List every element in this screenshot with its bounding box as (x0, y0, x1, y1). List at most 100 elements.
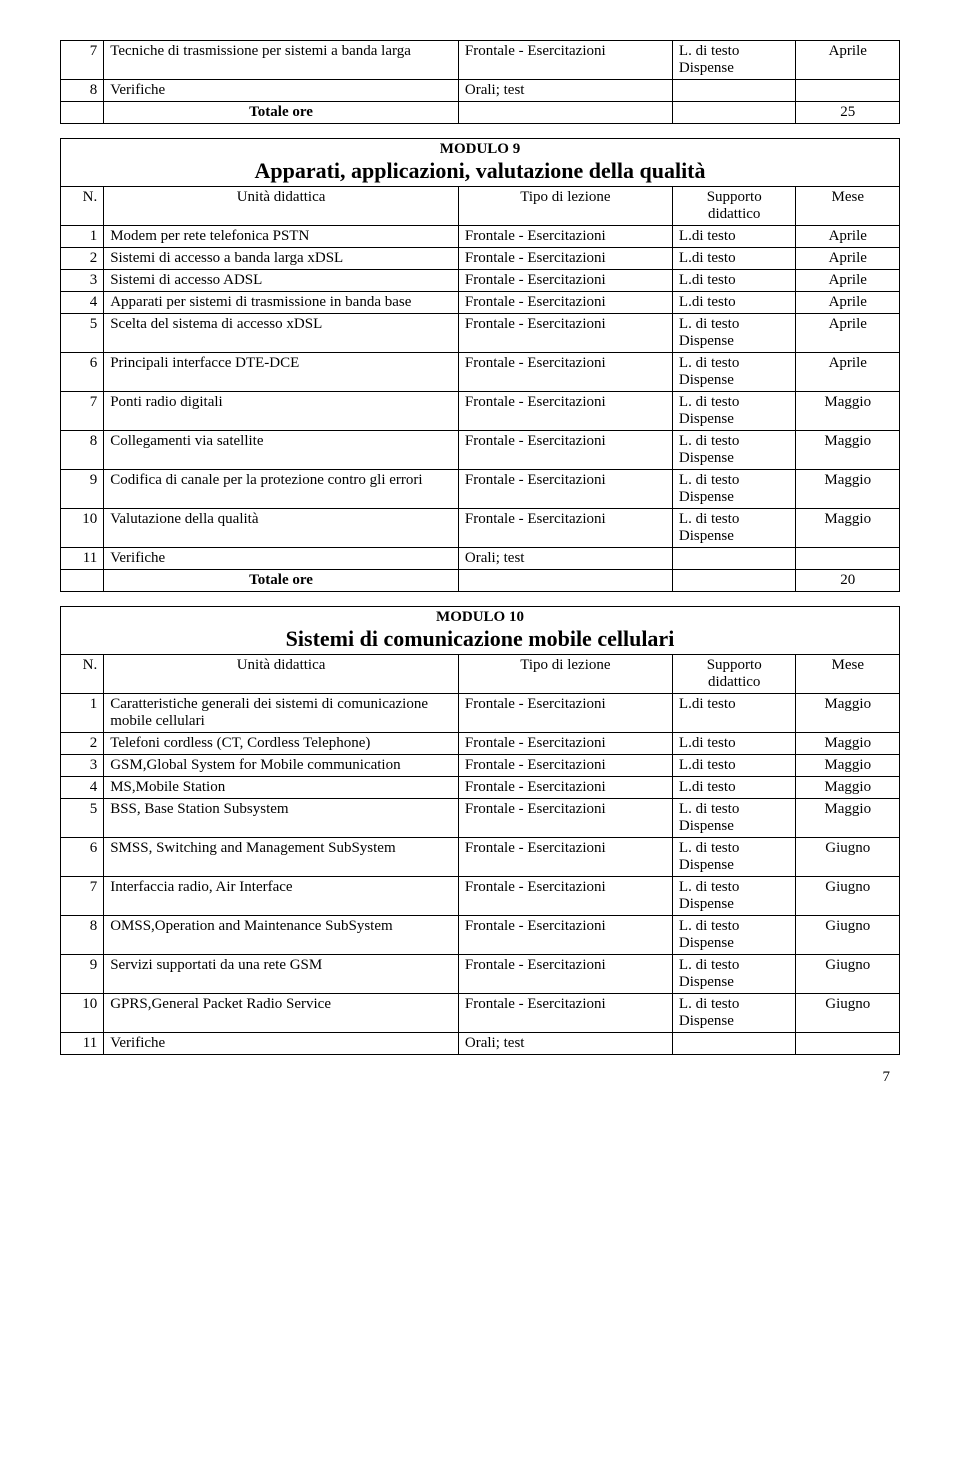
cell-tipo: Orali; test (458, 1033, 672, 1055)
cell-mese: Aprile (796, 314, 900, 353)
cell-n: 1 (61, 226, 104, 248)
col-unita: Unità didattica (104, 187, 459, 226)
cell-n: 5 (61, 799, 104, 838)
cell-supp: L.di testo (672, 248, 796, 270)
cell-mese: Aprile (796, 226, 900, 248)
cell-unit: Sistemi di accesso ADSL (104, 270, 459, 292)
cell-n: 3 (61, 755, 104, 777)
table-row: 4Apparati per sistemi di trasmissione in… (61, 292, 900, 314)
col-n: N. (61, 655, 104, 694)
cell-mese: Maggio (796, 755, 900, 777)
table-row: 11VerificheOrali; test (61, 548, 900, 570)
cell-unit: Verifiche (104, 1033, 459, 1055)
cell-unit: BSS, Base Station Subsystem (104, 799, 459, 838)
cell-mese: Aprile (796, 270, 900, 292)
cell-n: 7 (61, 392, 104, 431)
cell-n: 8 (61, 80, 104, 102)
cell-n: 3 (61, 270, 104, 292)
cell-n: 9 (61, 470, 104, 509)
cell-n: 9 (61, 955, 104, 994)
table-row: 6Principali interfacce DTE-DCEFrontale -… (61, 353, 900, 392)
cell-mese: Giugno (796, 994, 900, 1033)
cell-mese: Maggio (796, 509, 900, 548)
cell-supp: L. di testo Dispense (672, 994, 796, 1033)
col-n: N. (61, 187, 104, 226)
cell-unit: Apparati per sistemi di trasmissione in … (104, 292, 459, 314)
cell-tipo: Frontale - Esercitazioni (458, 838, 672, 877)
cell-supp: L. di testo Dispense (672, 877, 796, 916)
cell-unit: Scelta del sistema di accesso xDSL (104, 314, 459, 353)
cell-tipo: Frontale - Esercitazioni (458, 877, 672, 916)
cell-tipo: Frontale - Esercitazioni (458, 392, 672, 431)
cell-mese: Maggio (796, 777, 900, 799)
cell-tipo: Orali; test (458, 548, 672, 570)
cell-supp: L.di testo (672, 694, 796, 733)
module-header: MODULO 9 Apparati, applicazioni, valutaz… (61, 139, 900, 187)
total-row: Totale ore 25 (61, 102, 900, 124)
cell-supp (672, 80, 796, 102)
cell-unit: OMSS,Operation and Maintenance SubSystem (104, 916, 459, 955)
cell-mese: Giugno (796, 916, 900, 955)
cell-n: 11 (61, 1033, 104, 1055)
table-row: 4MS,Mobile StationFrontale - Esercitazio… (61, 777, 900, 799)
cell-n: 2 (61, 733, 104, 755)
cell-supp (672, 1033, 796, 1055)
cell-tipo: Frontale - Esercitazioni (458, 431, 672, 470)
module-header: MODULO 10 Sistemi di comunicazione mobil… (61, 607, 900, 655)
cell-n: 10 (61, 994, 104, 1033)
cell-supp: L. di testo Dispense (672, 838, 796, 877)
cell-n: 7 (61, 41, 104, 80)
cell-unit: GPRS,General Packet Radio Service (104, 994, 459, 1033)
table-row: 8Collegamenti via satelliteFrontale - Es… (61, 431, 900, 470)
cell-supp: L.di testo (672, 292, 796, 314)
table-row: 5BSS, Base Station SubsystemFrontale - E… (61, 799, 900, 838)
total-label: Totale ore (104, 570, 459, 592)
column-header-row: N. Unità didattica Tipo di lezione Suppo… (61, 187, 900, 226)
module10-code: MODULO 10 (67, 609, 893, 626)
cell-mese: Maggio (796, 733, 900, 755)
cell-unit: Modem per rete telefonica PSTN (104, 226, 459, 248)
cell-unit: MS,Mobile Station (104, 777, 459, 799)
cell-supp: L.di testo (672, 733, 796, 755)
total-row: Totale ore 20 (61, 570, 900, 592)
cell-unit: Verifiche (104, 80, 459, 102)
cell-supp (672, 548, 796, 570)
cell-mese: Maggio (796, 799, 900, 838)
cell-n: 10 (61, 509, 104, 548)
cell-n: 6 (61, 353, 104, 392)
col-tipo: Tipo di lezione (458, 655, 672, 694)
col-mese: Mese (796, 655, 900, 694)
module9-title: Apparati, applicazioni, valutazione dell… (67, 158, 893, 184)
cell-mese (796, 1033, 900, 1055)
table-row: 7Tecniche di trasmissione per sistemi a … (61, 41, 900, 80)
cell-supp: L. di testo Dispense (672, 314, 796, 353)
cell-mese: Maggio (796, 694, 900, 733)
cell-tipo: Frontale - Esercitazioni (458, 353, 672, 392)
cell-unit: Tecniche di trasmissione per sistemi a b… (104, 41, 459, 80)
cell-unit: Telefoni cordless (CT, Cordless Telephon… (104, 733, 459, 755)
cell-supp: L. di testo Dispense (672, 41, 796, 80)
cell-tipo: Frontale - Esercitazioni (458, 994, 672, 1033)
cell-supp: L. di testo Dispense (672, 470, 796, 509)
cell-supp: L. di testo Dispense (672, 799, 796, 838)
cell-n: 4 (61, 777, 104, 799)
cell-tipo: Frontale - Esercitazioni (458, 292, 672, 314)
col-mese: Mese (796, 187, 900, 226)
cell-mese: Maggio (796, 431, 900, 470)
cell-unit: Valutazione della qualità (104, 509, 459, 548)
col-supporto: Supporto didattico (672, 655, 796, 694)
table-row: 11VerificheOrali; test (61, 1033, 900, 1055)
total-value: 25 (796, 102, 900, 124)
cell-supp: L.di testo (672, 777, 796, 799)
cell-n: 6 (61, 838, 104, 877)
cell-unit: SMSS, Switching and Management SubSystem (104, 838, 459, 877)
cell-unit: Interfaccia radio, Air Interface (104, 877, 459, 916)
cell-unit: Servizi supportati da una rete GSM (104, 955, 459, 994)
cell-n: 5 (61, 314, 104, 353)
cell-tipo: Frontale - Esercitazioni (458, 733, 672, 755)
cell-mese: Giugno (796, 955, 900, 994)
table-row: 10GPRS,General Packet Radio ServiceFront… (61, 994, 900, 1033)
col-supporto: Supporto didattico (672, 187, 796, 226)
cell-tipo: Frontale - Esercitazioni (458, 470, 672, 509)
table-row: 1Caratteristiche generali dei sistemi di… (61, 694, 900, 733)
